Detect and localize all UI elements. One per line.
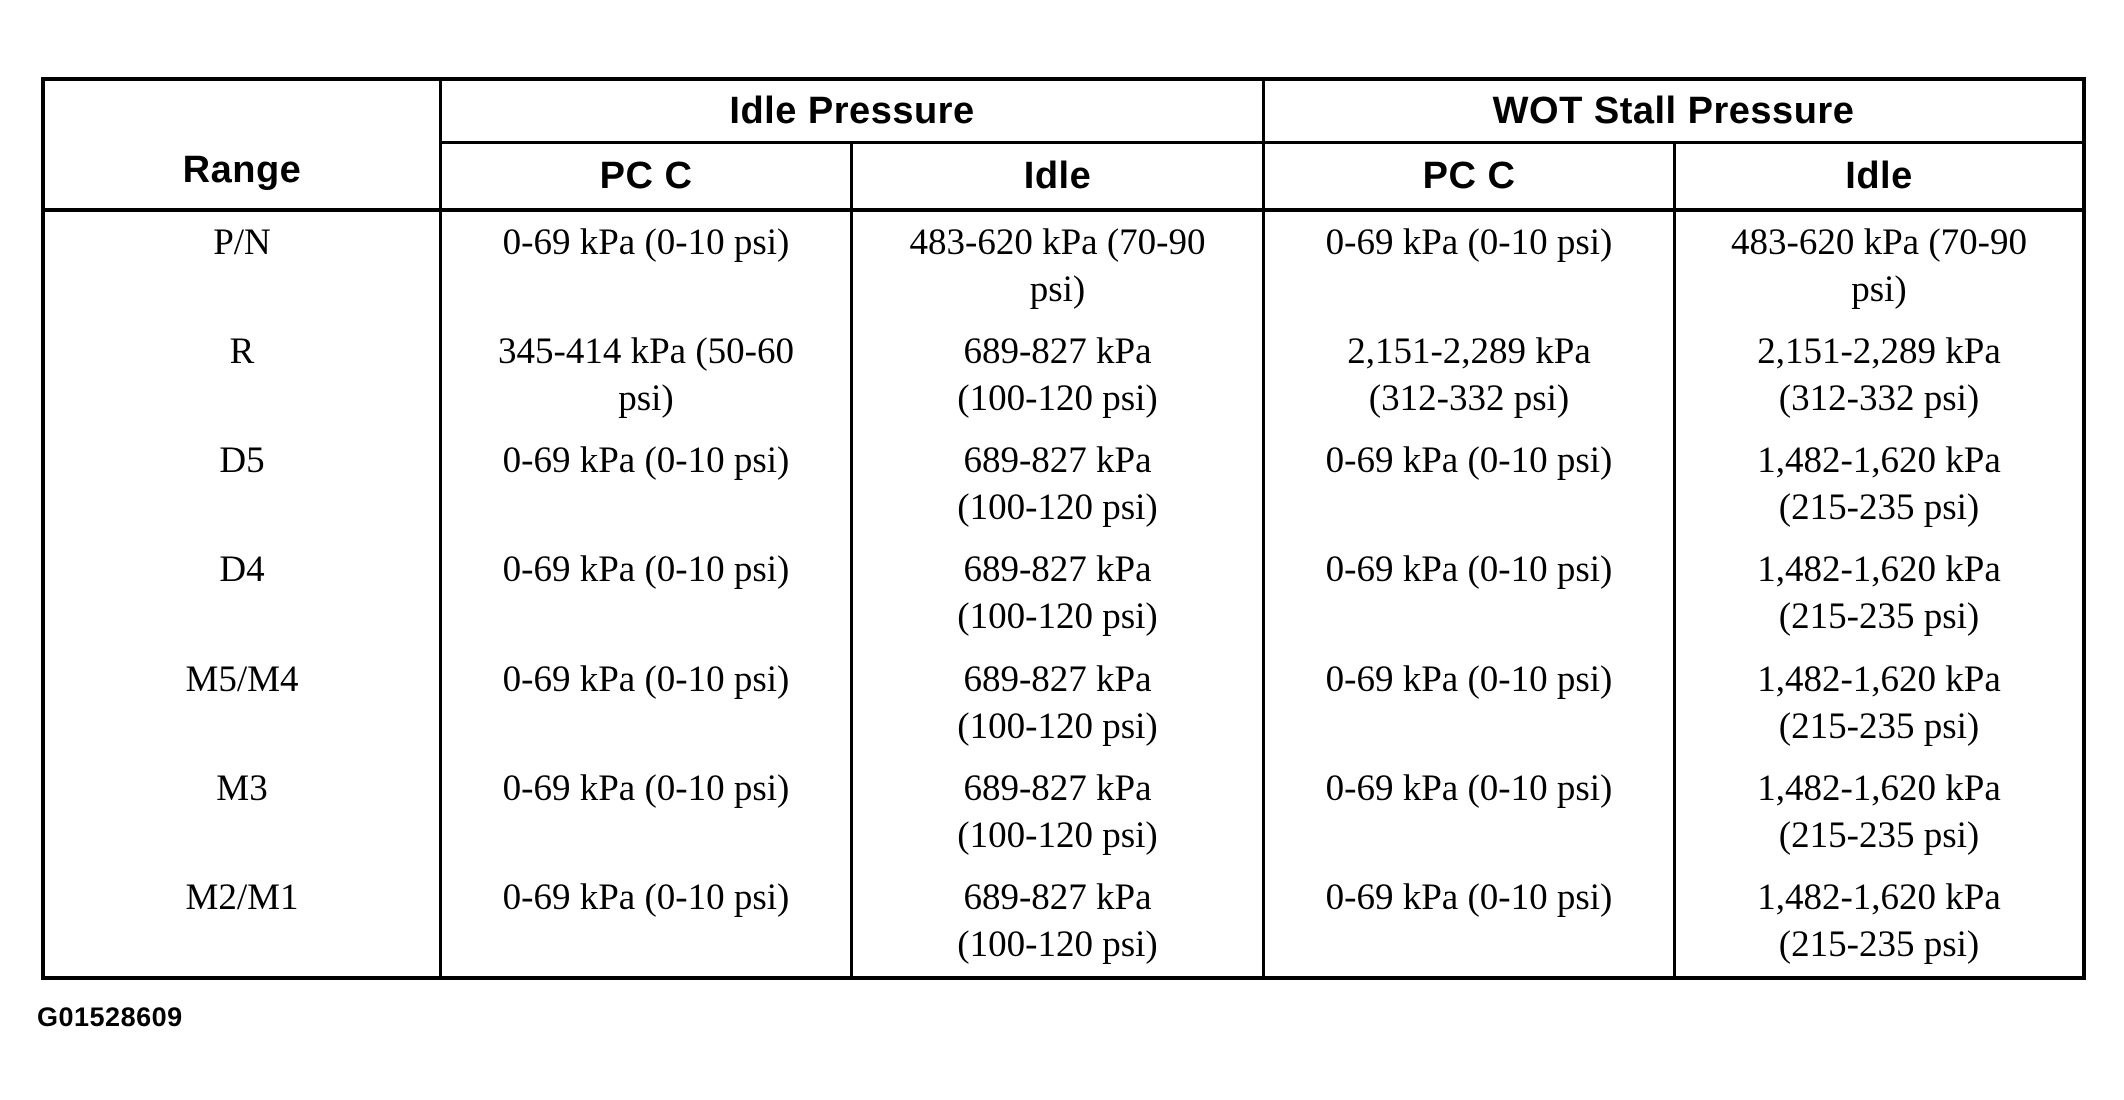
group-header-idle-pressure: Idle Pressure: [442, 81, 1265, 144]
range-cell: M5/M4: [45, 648, 442, 758]
idle-idle-cell: 689-827 kPa (100-120 psi): [853, 648, 1265, 758]
idle-pcc-cell: 0-69 kPa (0-10 psi): [442, 866, 853, 976]
wot-idle-cell: 1,482-1,620 kPa (215-235 psi): [1757, 876, 2001, 965]
idle-pcc-cell: 0-69 kPa (0-10 psi): [442, 212, 853, 322]
table-body: P/N 0-69 kPa (0-10 psi) 483-620 kPa (70-…: [45, 212, 2082, 976]
table-row: M3 0-69 kPa (0-10 psi) 689-827 kPa (100-…: [45, 757, 2082, 867]
table-row: M2/M1 0-69 kPa (0-10 psi) 689-827 kPa (1…: [45, 866, 2082, 976]
table-row: D5 0-69 kPa (0-10 psi) 689-827 kPa (100-…: [45, 430, 2082, 540]
wot-pcc-cell: 0-69 kPa (0-10 psi): [1265, 757, 1676, 867]
wot-idle-cell: 2,151-2,289 kPa (312-332 psi): [1757, 331, 2001, 420]
wot-pcc-cell: 2,151-2,289 kPa (312-332 psi): [1265, 321, 1676, 431]
wot-pcc-cell: 0-69 kPa (0-10 psi): [1265, 866, 1676, 976]
column-header-idle-idle: Idle: [853, 144, 1265, 212]
range-cell: D4: [45, 539, 442, 649]
range-cell: M2/M1: [45, 866, 442, 976]
table-row: M5/M4 0-69 kPa (0-10 psi) 689-827 kPa (1…: [45, 648, 2082, 758]
wot-idle-cell: 1,482-1,620 kPa (215-235 psi): [1757, 658, 2001, 747]
table-row: P/N 0-69 kPa (0-10 psi) 483-620 kPa (70-…: [45, 212, 2082, 322]
table-row: D4 0-69 kPa (0-10 psi) 689-827 kPa (100-…: [45, 539, 2082, 649]
wot-idle-cell: 483-620 kPa (70-90 psi): [1731, 222, 2027, 310]
idle-idle-cell: 483-620 kPa (70-90 psi): [853, 212, 1265, 322]
table-header: Range Idle Pressure WOT Stall Pressure P…: [45, 81, 2082, 212]
range-cell: D5: [45, 430, 442, 540]
wot-idle-cell: 1,482-1,620 kPa (215-235 psi): [1757, 440, 2001, 529]
idle-idle-cell: 689-827 kPa (100-120 psi): [853, 430, 1265, 540]
column-header-wot-idle: Idle: [1676, 144, 2082, 212]
table-row: R 345-414 kPa (50-60 psi) 689-827 kPa (1…: [45, 321, 2082, 431]
wot-idle-cell: 1,482-1,620 kPa (215-235 psi): [1757, 549, 2001, 638]
wot-pcc-cell: 0-69 kPa (0-10 psi): [1265, 212, 1676, 322]
column-header-range: Range: [45, 81, 442, 212]
idle-idle-cell: 689-827 kPa (100-120 psi): [853, 539, 1265, 649]
column-header-idle-pcc: PC C: [442, 144, 853, 212]
idle-idle-cell: 689-827 kPa (100-120 psi): [853, 757, 1265, 867]
wot-idle-cell: 1,482-1,620 kPa (215-235 psi): [1757, 767, 2001, 856]
wot-pcc-cell: 0-69 kPa (0-10 psi): [1265, 430, 1676, 540]
range-cell: P/N: [45, 212, 442, 322]
group-header-wot-stall-pressure: WOT Stall Pressure: [1265, 81, 2082, 144]
column-header-wot-pcc: PC C: [1265, 144, 1676, 212]
idle-pcc-cell: 0-69 kPa (0-10 psi): [442, 757, 853, 867]
idle-pcc-cell: 345-414 kPa (50-60 psi): [442, 321, 853, 431]
wot-pcc-cell: 0-69 kPa (0-10 psi): [1265, 539, 1676, 649]
idle-pcc-cell: 0-69 kPa (0-10 psi): [442, 539, 853, 649]
idle-pcc-cell: 0-69 kPa (0-10 psi): [442, 648, 853, 758]
wot-pcc-cell: 0-69 kPa (0-10 psi): [1265, 648, 1676, 758]
range-cell: M3: [45, 757, 442, 867]
idle-idle-cell: 689-827 kPa (100-120 psi): [853, 866, 1265, 976]
pressure-spec-table: Range Idle Pressure WOT Stall Pressure P…: [41, 77, 2086, 980]
range-cell: R: [45, 321, 442, 431]
idle-idle-cell: 689-827 kPa (100-120 psi): [853, 321, 1265, 431]
idle-pcc-cell: 0-69 kPa (0-10 psi): [442, 430, 853, 540]
figure-id-label: G01528609: [37, 1002, 183, 1032]
